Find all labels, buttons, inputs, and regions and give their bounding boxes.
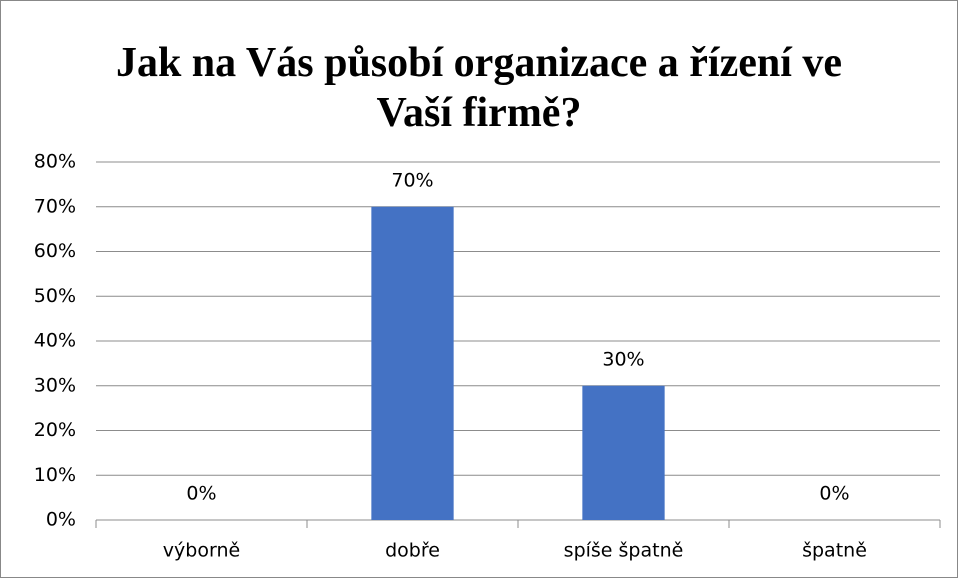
y-tick-label: 20% bbox=[34, 419, 76, 441]
x-tick-label: dobře bbox=[385, 540, 440, 562]
x-tick-label: výborně bbox=[163, 540, 240, 562]
y-tick-label: 60% bbox=[34, 240, 76, 262]
y-tick-label: 40% bbox=[34, 330, 76, 352]
bar bbox=[371, 206, 454, 520]
bar bbox=[582, 385, 665, 520]
x-tick-label: spíše špatně bbox=[564, 540, 684, 562]
y-tick-label: 50% bbox=[34, 285, 76, 307]
chart-title: Jak na Vás působí organizace a řízení ve… bbox=[115, 40, 843, 136]
y-tick-label: 0% bbox=[46, 509, 76, 531]
x-tick-label: špatně bbox=[802, 540, 867, 562]
value-label: 0% bbox=[819, 483, 849, 505]
y-tick-label: 10% bbox=[34, 464, 76, 486]
value-label: 30% bbox=[602, 348, 644, 370]
value-label: 70% bbox=[391, 169, 433, 191]
y-tick-label: 70% bbox=[34, 195, 76, 217]
value-label: 0% bbox=[186, 483, 216, 505]
y-tick-label: 80% bbox=[34, 151, 76, 173]
y-tick-label: 30% bbox=[34, 374, 76, 396]
